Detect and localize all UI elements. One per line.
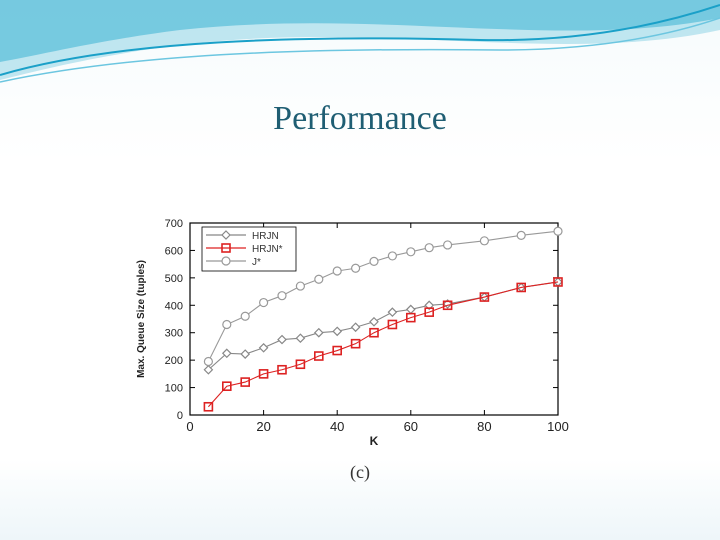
series-2-point — [369, 256, 379, 267]
series-0-point — [424, 300, 435, 311]
y-tick-label: 200 — [165, 355, 183, 367]
series-0-point — [295, 333, 306, 344]
series-2-point — [387, 251, 397, 261]
series-2-point — [351, 263, 361, 273]
legend-marker-2 — [221, 256, 231, 266]
series-1-point — [332, 345, 342, 356]
series-2-point — [479, 236, 489, 246]
series-1-point — [405, 312, 416, 323]
series-0-point — [240, 349, 251, 359]
series-1-point — [553, 277, 563, 287]
series-2-point — [203, 356, 214, 367]
y-tick-label: 500 — [165, 273, 183, 285]
series-1-point — [424, 307, 435, 317]
series-2-point — [332, 266, 342, 276]
legend-marker-1 — [221, 243, 231, 253]
x-tick-label: 40 — [330, 419, 344, 434]
series-0-point — [387, 307, 398, 317]
series-0-point — [332, 326, 343, 337]
series-1-point — [314, 351, 324, 361]
series-2-point — [240, 311, 250, 321]
series-0-point — [203, 364, 214, 375]
legend-label-1: HRJN* — [252, 244, 283, 255]
series-1-point — [369, 327, 379, 338]
legend-label-0: HRJN — [252, 231, 279, 242]
series-2-point — [314, 274, 324, 284]
series-0-point — [369, 316, 379, 327]
series-0-point — [277, 334, 287, 345]
chart-area: 0 100 200 300 400 500 600 700 0 20 40 60 80 100 K Max. … — [120, 205, 590, 505]
y-tick-label: 600 — [165, 245, 183, 257]
series-1-point — [258, 369, 269, 379]
y-tick-label: 700 — [165, 218, 183, 230]
series-1-point — [277, 364, 287, 375]
y-tick-label: 400 — [165, 300, 183, 312]
series-1-point — [387, 319, 398, 330]
series-2-point — [516, 230, 526, 240]
legend-marker-0 — [221, 230, 231, 240]
series-0-point — [221, 348, 232, 359]
x-tick-label: 100 — [547, 419, 569, 434]
legend-label-2: J* — [252, 257, 261, 268]
series-1-point — [350, 338, 361, 349]
series-1-point — [240, 377, 250, 387]
x-axis-label: K — [370, 434, 379, 448]
series-0-point — [313, 327, 324, 338]
series-2-point — [424, 243, 434, 253]
series-2-point — [443, 240, 453, 250]
series-line-1 — [207, 281, 559, 408]
legend-box — [201, 226, 297, 272]
y-tick-label: 0 — [177, 410, 183, 422]
series-2-point — [553, 226, 563, 236]
y-tick-label: 300 — [165, 328, 183, 340]
y-axis-label: Max. Queue Size (tuples) — [136, 260, 147, 378]
series-0-point — [258, 342, 269, 353]
series-0-point — [350, 322, 361, 333]
series-2-point — [222, 319, 232, 330]
series-2-point — [295, 281, 305, 291]
series-1-point — [203, 401, 214, 412]
series-1-point — [479, 292, 490, 302]
series-2-point — [259, 297, 269, 308]
figure-caption: (c) — [350, 462, 370, 482]
x-tick-label: 20 — [256, 419, 270, 434]
slide-title: Performance — [273, 100, 447, 137]
x-tick-label: 60 — [404, 419, 418, 434]
x-tick-label: 0 — [186, 419, 193, 434]
series-1-point — [295, 359, 306, 370]
series-2-point — [406, 247, 416, 257]
series-1-point — [222, 381, 232, 391]
series-1-point — [516, 282, 527, 293]
line-chart: 0 100 200 300 400 500 600 700 0 20 40 60 80 100 K Max. … — [136, 218, 569, 448]
header-swoosh — [0, 0, 720, 83]
x-tick-label: 80 — [477, 419, 491, 434]
series-1-point — [442, 300, 453, 311]
y-tick-label: 100 — [165, 383, 183, 395]
series-2-point — [277, 291, 287, 301]
